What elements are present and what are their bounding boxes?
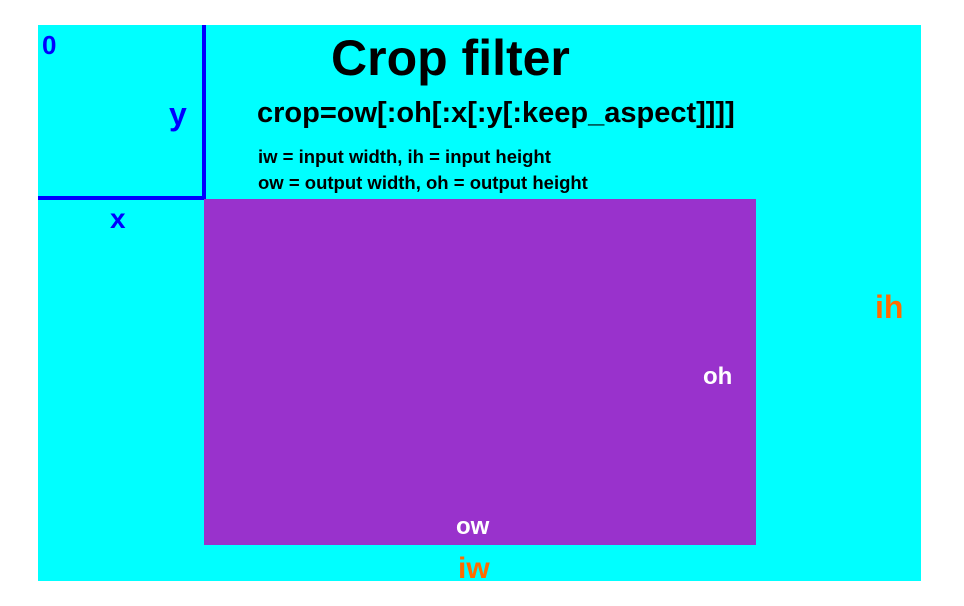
output-crop-region	[204, 199, 756, 545]
diagram-title: Crop filter	[331, 30, 570, 86]
input-width-label: iw	[458, 552, 490, 582]
y-offset-label: y	[169, 96, 187, 132]
output-width-label: ow	[456, 513, 490, 540]
output-height-label: oh	[703, 363, 733, 390]
input-frame: 0 y x Crop filter crop=ow[:oh[:x[:y[:kee…	[38, 25, 921, 581]
y-offset-line	[202, 25, 206, 200]
x-offset-label: x	[110, 203, 126, 234]
filter-syntax: crop=ow[:oh[:x[:y[:keep_aspect]]]]	[257, 97, 735, 129]
x-offset-line	[38, 196, 206, 200]
legend-output-dims: ow = output width, oh = output height	[258, 172, 588, 193]
input-height-label: ih	[875, 289, 904, 325]
legend-input-dims: iw = input width, ih = input height	[258, 146, 551, 167]
origin-label: 0	[42, 30, 57, 60]
